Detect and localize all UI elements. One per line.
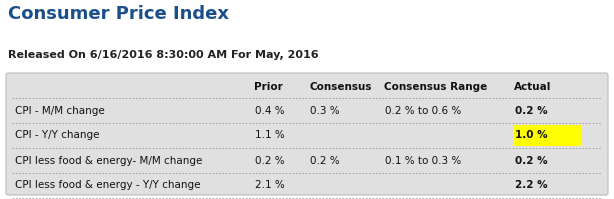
Text: 0.2 %: 0.2 % [515,155,548,166]
Text: CPI - M/M change: CPI - M/M change [15,105,105,115]
Text: Actual: Actual [514,82,551,92]
Text: 1.0 %: 1.0 % [515,131,548,140]
Text: CPI less food & energy- M/M change: CPI less food & energy- M/M change [15,155,203,166]
Text: Consensus Range: Consensus Range [384,82,488,92]
Text: Released On 6/16/2016 8:30:00 AM For May, 2016: Released On 6/16/2016 8:30:00 AM For May… [8,50,319,60]
Text: 2.1 %: 2.1 % [255,180,285,190]
Text: 1.1 %: 1.1 % [255,131,285,140]
Text: 0.4 %: 0.4 % [255,105,285,115]
Text: Prior: Prior [254,82,283,92]
FancyBboxPatch shape [6,73,608,195]
Text: 2.2 %: 2.2 % [515,180,548,190]
Text: CPI less food & energy - Y/Y change: CPI less food & energy - Y/Y change [15,180,201,190]
Text: 0.3 %: 0.3 % [310,105,340,115]
Text: Consensus: Consensus [309,82,371,92]
Text: 0.2 % to 0.6 %: 0.2 % to 0.6 % [385,105,461,115]
Text: 0.1 % to 0.3 %: 0.1 % to 0.3 % [385,155,461,166]
Bar [513,125,581,146]
Text: 0.2 %: 0.2 % [515,105,548,115]
Text: CPI - Y/Y change: CPI - Y/Y change [15,131,99,140]
Text: 0.2 %: 0.2 % [310,155,340,166]
Text: Consumer Price Index: Consumer Price Index [8,5,229,23]
Text: 0.2 %: 0.2 % [255,155,285,166]
